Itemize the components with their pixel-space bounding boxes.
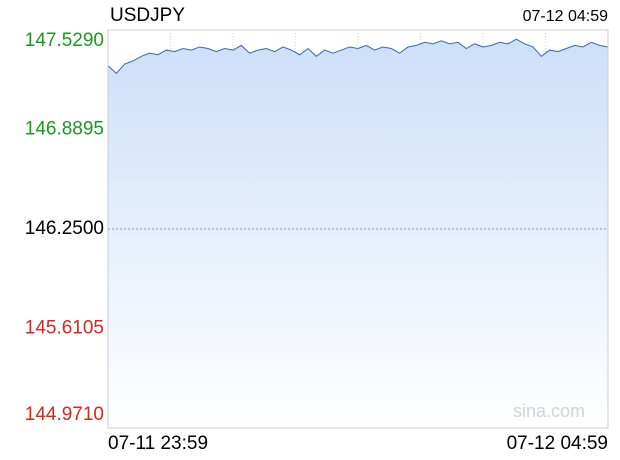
x-tick-label: 07-12 04:59 [507,433,608,454]
watermark: sina.com [513,401,585,421]
y-tick-label: 145.6105 [25,318,104,339]
y-tick-label: 144.9710 [25,404,104,425]
area [108,39,608,428]
x-tick-label: 07-11 23:59 [108,433,208,454]
plot-border [107,29,609,429]
y-tick-label: 146.8895 [25,119,104,140]
time-label: 07-12 04:59 [523,8,609,25]
chart-title: USDJPY [110,5,185,26]
y-tick-label: 146.2500 [25,218,104,239]
price-line [107,38,609,75]
y-tick-label: 147.5290 [25,30,104,51]
